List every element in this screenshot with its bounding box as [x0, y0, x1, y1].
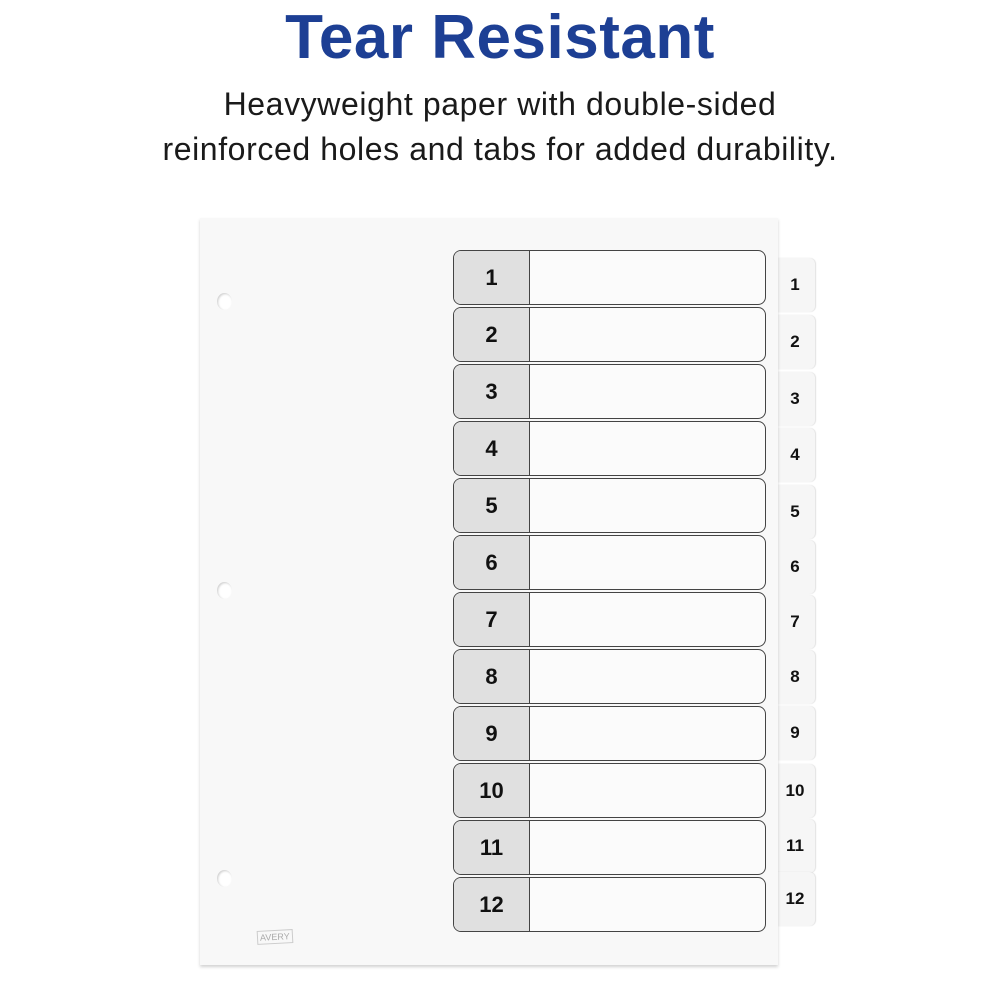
side-tab [775, 819, 815, 873]
toc-row-number: 4 [454, 422, 530, 475]
side-tab [775, 485, 815, 539]
side-tab-label: 9 [790, 723, 800, 742]
side-tab-label: 4 [790, 445, 800, 464]
toc-row: 10 [453, 763, 766, 818]
side-tab [775, 428, 815, 482]
side-tab-label: 5 [790, 502, 800, 521]
headline: Tear Resistant [285, 3, 715, 72]
side-tab-label: 8 [790, 667, 800, 686]
toc-row-number: 6 [454, 536, 530, 589]
toc-row-number: 10 [454, 764, 530, 817]
avery-logo: AVERY [256, 929, 294, 945]
side-tab [775, 540, 815, 594]
side-tab-label: 3 [790, 389, 800, 408]
toc-row: 12 [453, 877, 766, 932]
side-tab [775, 650, 815, 704]
toc-row-number: 12 [454, 878, 530, 931]
side-tab-label: 12 [785, 889, 805, 908]
side-tab [775, 764, 815, 818]
side-tab-label: 11 [786, 836, 804, 855]
side-tab-label: 1 [790, 275, 800, 294]
side-tab-label: 7 [790, 612, 800, 631]
toc-row: 2 [453, 307, 766, 362]
side-tab [775, 258, 815, 312]
punch-hole-icon [217, 870, 232, 887]
toc-row-number: 2 [454, 308, 530, 361]
toc-row-number: 8 [454, 650, 530, 703]
subtitle-line-1: Heavyweight paper with double-sided [223, 86, 777, 122]
side-tab [775, 595, 815, 649]
punch-hole-icon [217, 293, 232, 310]
side-tab [775, 315, 815, 369]
toc-row: 11 [453, 820, 766, 875]
side-tab-label: 10 [785, 781, 805, 800]
toc-row-number: 9 [454, 707, 530, 760]
subtitle-line-2: reinforced holes and tabs for added dura… [162, 131, 838, 167]
side-tab-label: 6 [790, 557, 800, 576]
toc-row-number: 3 [454, 365, 530, 418]
toc-row-number: 7 [454, 593, 530, 646]
toc-row-number: 5 [454, 479, 530, 532]
toc-row-number: 11 [454, 821, 530, 874]
side-tab [775, 372, 815, 426]
toc-row: 3 [453, 364, 766, 419]
side-tab [775, 872, 815, 926]
side-tab-label: 2 [790, 332, 800, 351]
toc-row: 1 [453, 250, 766, 305]
toc-row: 5 [453, 478, 766, 533]
toc-row: 4 [453, 421, 766, 476]
toc-row-number: 1 [454, 251, 530, 304]
side-tab [775, 706, 815, 760]
punch-hole-icon [217, 582, 232, 599]
tab-strip: 1 2 3 4 5 6 7 8 9 10 11 12 [775, 232, 817, 937]
toc-row: 6 [453, 535, 766, 590]
toc-row: 9 [453, 706, 766, 761]
toc-row: 7 [453, 592, 766, 647]
toc-row: 8 [453, 649, 766, 704]
